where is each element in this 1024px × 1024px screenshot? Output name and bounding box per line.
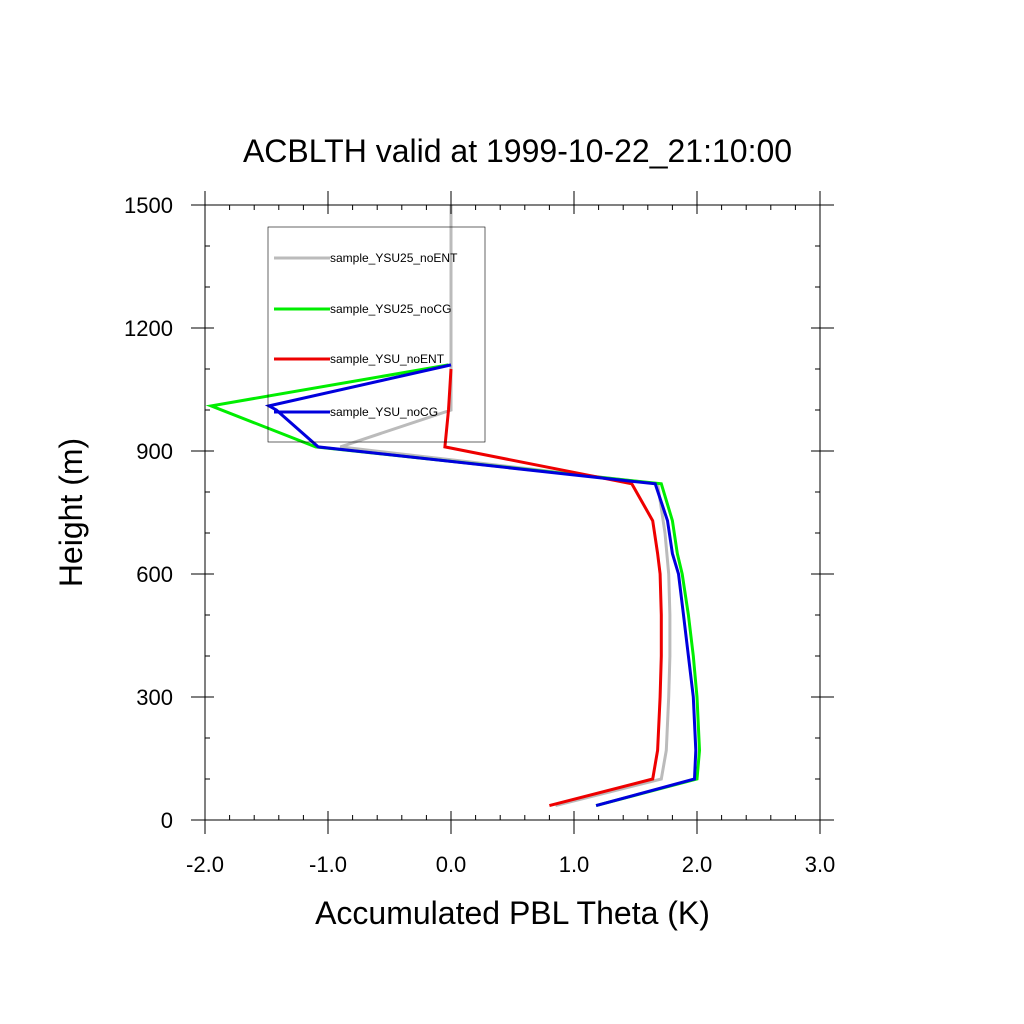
legend: sample_YSU25_noENT sample_YSU25_noCGsampl… <box>267 226 486 443</box>
legend-label-0: sample_YSU25_noENT <box>330 251 458 265</box>
y-tick-label: 1200 <box>124 316 173 341</box>
x-tick-label: 0.0 <box>436 852 467 877</box>
x-tick-label: -1.0 <box>309 852 347 877</box>
series-line-3 <box>264 363 698 808</box>
legend-box <box>267 226 486 443</box>
y-tick-label: 1500 <box>124 193 173 218</box>
x-tick-label: 2.0 <box>682 852 713 877</box>
series-line-1 <box>205 363 702 808</box>
x-tick-label: -2.0 <box>186 852 224 877</box>
y-axis-label: Height (m) <box>53 438 89 587</box>
chart-title: ACBLTH valid at 1999-10-22_21:10:00 <box>243 133 792 169</box>
x-axis-label: Accumulated PBL Theta (K) <box>315 895 710 931</box>
series-line-0 <box>339 205 672 808</box>
x-tick-label: 1.0 <box>559 852 590 877</box>
x-tick-label: 3.0 <box>805 852 836 877</box>
series-line-2 <box>443 368 663 808</box>
y-tick-label: 0 <box>161 808 173 833</box>
plot-series-group <box>205 205 702 808</box>
legend-label-2: sample_YSU_noENT <box>330 352 445 366</box>
plot-frame <box>204 204 821 821</box>
legend-label-1: sample_YSU25_noCG <box>330 302 451 316</box>
legend-label-3: sample_YSU_noCG <box>330 405 438 419</box>
ticks-group: -2.0 -1.0 0.0 1.0 2.0 3.0 0 300 600 900 1200 1500 <box>124 191 835 877</box>
y-tick-label: 600 <box>136 562 173 587</box>
y-tick-label: 300 <box>136 685 173 710</box>
y-tick-label: 900 <box>136 439 173 464</box>
